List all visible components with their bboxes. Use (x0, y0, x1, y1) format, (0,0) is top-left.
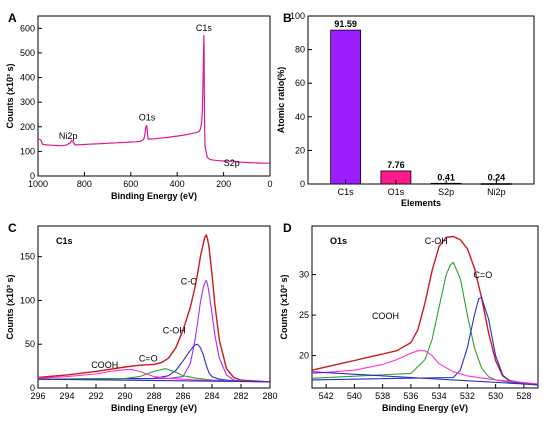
peak-label: C1s (196, 23, 213, 33)
x-tick-label: 528 (516, 391, 531, 401)
x-tick-label: 538 (375, 391, 390, 401)
peak-label: C=O (139, 354, 158, 364)
y-tick-label: 40 (295, 112, 305, 122)
fit-component-line-0 (37, 234, 271, 383)
x-tick-label: 286 (175, 391, 190, 401)
survey-spectrum-line (37, 35, 270, 164)
y-tick-label: 20 (299, 351, 309, 361)
x-tick-label: 294 (59, 391, 74, 401)
peak-label: O1s (139, 113, 156, 123)
y-tick-label: 600 (20, 23, 35, 33)
x-tick-label: 530 (488, 391, 503, 401)
fit-component-line-5 (37, 378, 271, 383)
fit-component-line-4 (311, 371, 539, 386)
y-tick-label: 200 (20, 122, 35, 132)
x-tick-label: S2p (438, 187, 454, 197)
x-tick-label: 296 (30, 391, 45, 401)
x-tick-label: 1000 (28, 179, 48, 189)
panel-letter: C (8, 221, 17, 235)
y-tick-label: 100 (290, 11, 305, 21)
y-tick-label: 25 (299, 310, 309, 320)
y-axis-label: Counts (x10³ s) (5, 274, 15, 339)
plot-frame-0 (37, 15, 271, 177)
peak-label: S2p (224, 158, 240, 168)
y-tick-label: 0 (30, 383, 35, 393)
x-tick-label: 280 (262, 391, 277, 401)
panel-letter: A (8, 11, 17, 25)
y-axis-label: Counts (x10³ s) (279, 274, 289, 339)
peak-label: C-OH (425, 236, 448, 246)
x-tick-label: 600 (123, 179, 138, 189)
panel-title: C1s (56, 236, 73, 246)
peak-label: Ni2p (59, 131, 78, 141)
y-tick-label: 20 (295, 145, 305, 155)
y-tick-label: 30 (299, 270, 309, 280)
x-tick-label: 534 (432, 391, 447, 401)
fit-component-line-2 (311, 296, 539, 386)
fit-component-line-3 (311, 350, 539, 385)
x-tick-label: 400 (170, 179, 185, 189)
panel-title: O1s (330, 236, 347, 246)
x-tick-label: 532 (460, 391, 475, 401)
x-tick-label: 540 (347, 391, 362, 401)
x-tick-label: O1s (388, 187, 405, 197)
y-tick-label: 0 (300, 179, 305, 189)
fit-component-line-1 (311, 261, 539, 386)
x-tick-label: 282 (233, 391, 248, 401)
panel-letter: B (283, 11, 292, 25)
peak-label: C-OH (163, 326, 186, 336)
bar-value-label: 0.24 (488, 173, 506, 183)
x-axis-label: Elements (401, 198, 441, 208)
fit-component-line-4 (37, 369, 271, 383)
peak-label: C=O (474, 270, 493, 280)
x-axis-label: Binding Energy (eV) (111, 191, 197, 201)
x-tick-label: 284 (204, 391, 219, 401)
x-tick-label: 292 (88, 391, 103, 401)
bar-value-label: 7.76 (387, 160, 405, 170)
x-tick-label: C1s (338, 187, 355, 197)
y-tick-label: 0 (30, 171, 35, 181)
y-tick-label: 400 (20, 73, 35, 83)
fit-component-line-0 (311, 235, 539, 386)
x-tick-label: 800 (77, 179, 92, 189)
fit-component-line-3 (37, 368, 271, 383)
plot-frame-3 (311, 225, 539, 389)
bar-value-label: 0.41 (437, 172, 455, 182)
y-tick-label: 100 (20, 295, 35, 305)
panel-letter: D (283, 221, 292, 235)
x-tick-label: Ni2p (487, 187, 506, 197)
x-tick-label: 290 (117, 391, 132, 401)
x-axis-label: Binding Energy (eV) (382, 403, 468, 413)
x-tick-label: 536 (403, 391, 418, 401)
x-tick-label: 200 (216, 179, 231, 189)
fit-component-line-1 (37, 279, 271, 383)
y-tick-label: 80 (295, 45, 305, 55)
peak-label: COOH (372, 311, 399, 321)
y-axis-label: Counts (x10³ s) (5, 63, 15, 128)
bar-C1s (330, 29, 362, 185)
y-tick-label: 500 (20, 48, 35, 58)
x-tick-label: 288 (146, 391, 161, 401)
peak-label: COOH (91, 360, 118, 370)
x-axis-label: Binding Energy (eV) (111, 403, 197, 413)
y-tick-label: 50 (25, 339, 35, 349)
fit-component-line-2 (37, 343, 271, 383)
y-axis-label: Atomic ratio(%) (276, 67, 286, 134)
plot-frame-1 (307, 15, 535, 185)
y-tick-label: 150 (20, 252, 35, 262)
x-tick-label: 542 (319, 391, 334, 401)
bar-value-label: 91.59 (334, 19, 357, 29)
x-tick-label: 0 (267, 179, 272, 189)
y-tick-label: 100 (20, 146, 35, 156)
y-tick-label: 300 (20, 97, 35, 107)
peak-label: C-C (181, 277, 197, 287)
y-tick-label: 60 (295, 78, 305, 88)
